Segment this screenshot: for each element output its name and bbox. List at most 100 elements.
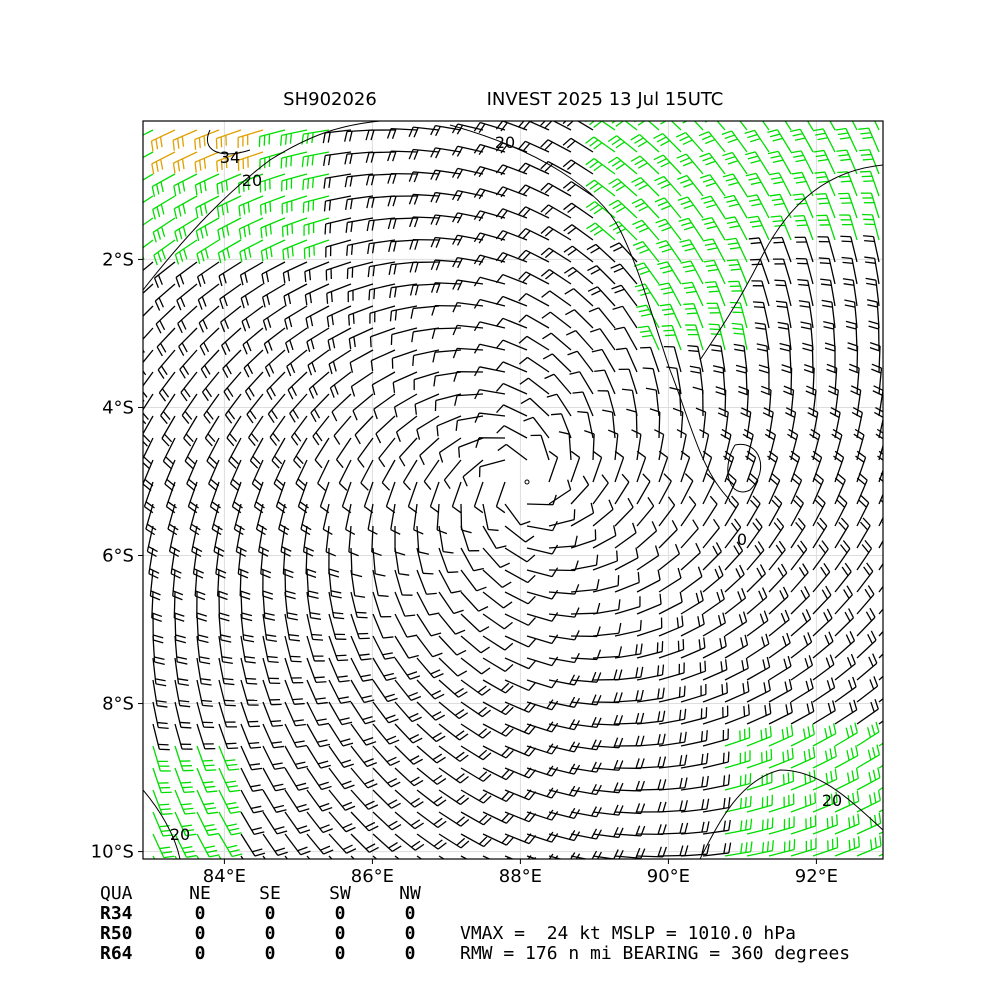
barb-staff [680,647,706,659]
barb-feather [291,660,302,663]
barb-feather [340,759,352,764]
wind-barb [658,731,687,747]
barb-feather [782,774,785,785]
barb-feather [657,733,661,745]
barb-feather [863,235,874,238]
wind-barb [460,591,489,612]
wind-barb [702,751,730,769]
barb-staff [482,547,501,568]
barb-feather [701,844,705,855]
wind-barb [570,626,601,638]
barb-feather [833,455,843,463]
barb-feather [864,240,875,243]
barb-feather [495,121,504,130]
wind-barb [392,371,418,393]
wind-barb [474,412,506,423]
barb-feather [259,204,262,216]
barb-staff [526,635,553,645]
barb-feather [658,450,668,458]
barb-feather [500,254,508,264]
barb-feather [853,699,858,710]
barb-feather [285,156,288,168]
wind-barb [306,789,333,812]
barb-feather [528,682,537,691]
wind-barb [438,657,468,677]
barb-staff [328,679,342,704]
wind-barb [812,677,836,703]
barb-feather [240,590,251,595]
barb-feather [590,247,600,254]
barb-feather [459,775,469,784]
barb-feather [595,554,599,566]
wind-barb [834,495,848,527]
barb-feather [281,546,292,552]
wind-barb [878,495,883,527]
barb-feather [527,595,536,605]
wind-barb [390,327,418,345]
barb-feather [522,142,531,152]
barb-feather [369,336,372,348]
barb-feather [143,456,152,465]
barb-staff [479,343,506,351]
barb-feather [274,826,285,831]
barb-feather [436,756,446,764]
barb-feather [349,198,353,210]
barb-staff [702,434,710,461]
barb-staff [878,786,883,791]
barb-feather [660,183,671,189]
barb-feather [793,176,805,180]
barb-feather [542,332,552,340]
barb-staff [822,128,836,153]
barb-feather [841,566,849,576]
wind-barb [413,503,424,535]
barb-feather [662,801,667,813]
barb-feather [850,385,861,391]
barb-staff [592,482,609,505]
barb-feather [273,483,283,492]
barb-feather [281,226,284,238]
barb-feather [182,786,193,789]
barb-feather [725,156,736,161]
barb-feather [836,499,846,508]
x-tick-label: 88°E [499,866,542,887]
wind-barb [700,195,726,219]
barb-feather [845,325,857,330]
barb-staff [592,632,619,637]
wind-barb [585,136,616,153]
wind-barb [229,459,242,492]
barb-feather [319,743,331,748]
barb-feather [638,162,648,169]
barb-staff [856,777,881,791]
barb-feather [778,540,786,551]
barb-feather [819,262,831,265]
barb-feather [840,517,849,527]
wind-barb [530,434,550,461]
barb-staff [416,613,432,637]
barb-feather [665,334,676,337]
barb-feather [345,805,356,811]
barb-staff [658,553,680,571]
wind-barb [284,723,308,748]
barb-feather [288,634,300,637]
barb-feather [348,551,359,557]
barb-feather [869,607,876,618]
wind-barb [204,415,220,447]
barb-feather [700,731,704,742]
barb-feather [562,159,572,168]
wind-barb [372,745,401,767]
barb-feather [500,122,508,132]
barb-feather [626,408,637,413]
wind-barb [239,239,264,263]
wind-barb [790,517,806,549]
barb-feather [826,817,829,829]
barb-feather [552,521,558,531]
wind-barb [724,657,749,681]
barb-feather [228,768,240,771]
wind-barb [482,503,499,532]
wind-barb [785,407,797,439]
wind-barb [747,215,770,241]
barb-staff [878,697,883,703]
barb-feather [712,365,724,369]
barb-staff [550,332,572,351]
barb-feather [891,679,895,689]
